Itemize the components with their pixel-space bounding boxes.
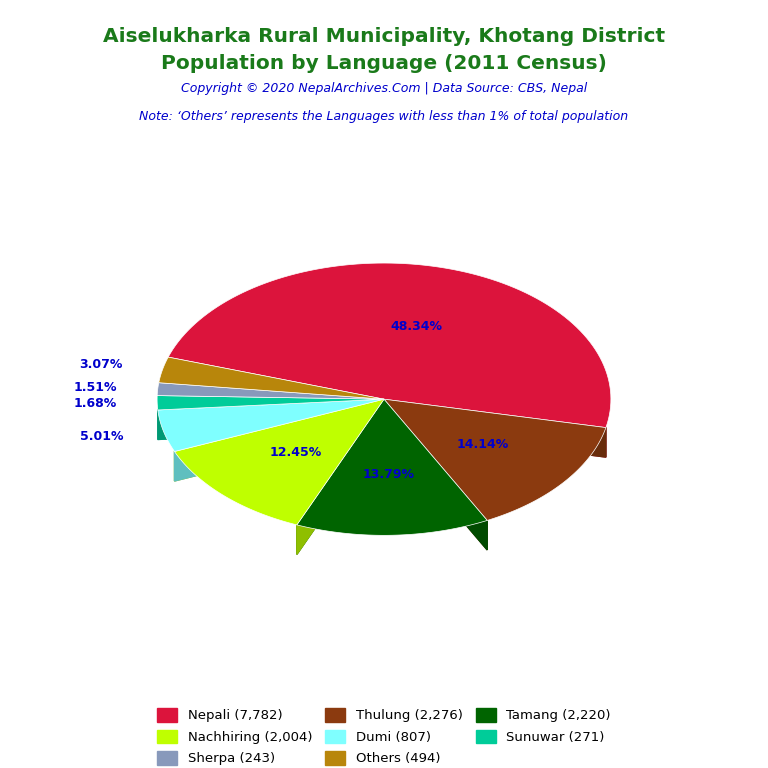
Polygon shape xyxy=(159,357,384,399)
Polygon shape xyxy=(384,399,487,550)
Text: 14.14%: 14.14% xyxy=(457,439,509,452)
Text: 12.45%: 12.45% xyxy=(270,445,322,458)
Polygon shape xyxy=(174,399,384,525)
Text: Copyright © 2020 NepalArchives.Com | Data Source: CBS, Nepal: Copyright © 2020 NepalArchives.Com | Dat… xyxy=(181,82,587,95)
Polygon shape xyxy=(168,263,611,428)
Text: 48.34%: 48.34% xyxy=(390,320,442,333)
Text: 5.01%: 5.01% xyxy=(80,430,124,443)
Polygon shape xyxy=(157,382,384,399)
Polygon shape xyxy=(157,399,384,439)
Polygon shape xyxy=(297,399,384,554)
Text: 1.51%: 1.51% xyxy=(74,381,117,394)
Polygon shape xyxy=(174,399,384,481)
Polygon shape xyxy=(384,399,487,550)
Polygon shape xyxy=(157,396,384,410)
Polygon shape xyxy=(384,399,606,457)
Polygon shape xyxy=(297,399,487,535)
Polygon shape xyxy=(297,399,384,554)
Polygon shape xyxy=(157,399,384,439)
Text: 13.79%: 13.79% xyxy=(362,468,415,481)
Text: Population by Language (2011 Census): Population by Language (2011 Census) xyxy=(161,54,607,73)
Polygon shape xyxy=(384,399,606,457)
Polygon shape xyxy=(174,399,384,481)
Text: 3.07%: 3.07% xyxy=(79,358,123,371)
Legend: Nepali (7,782), Nachhiring (2,004), Sherpa (243), Thulung (2,276), Dumi (807), O: Nepali (7,782), Nachhiring (2,004), Sher… xyxy=(152,703,616,768)
Text: 1.68%: 1.68% xyxy=(73,397,116,410)
Text: Note: ‘Others’ represents the Languages with less than 1% of total population: Note: ‘Others’ represents the Languages … xyxy=(140,110,628,123)
Polygon shape xyxy=(384,399,606,521)
Polygon shape xyxy=(157,399,384,452)
Text: Aiselukharka Rural Municipality, Khotang District: Aiselukharka Rural Municipality, Khotang… xyxy=(103,27,665,46)
